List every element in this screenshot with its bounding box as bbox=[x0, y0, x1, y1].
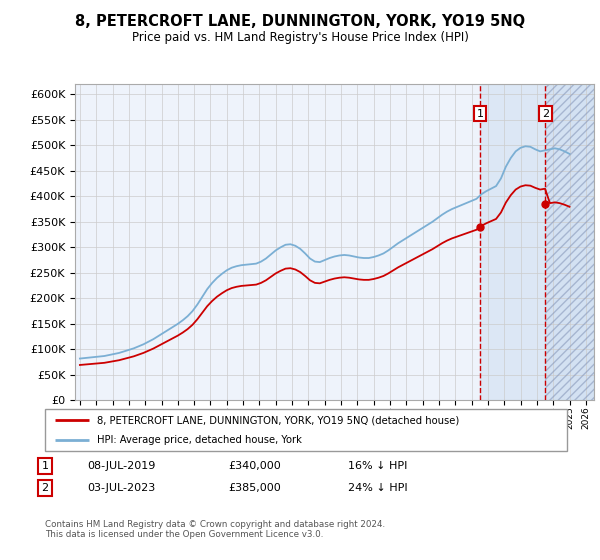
Text: £385,000: £385,000 bbox=[228, 483, 281, 493]
Text: 8, PETERCROFT LANE, DUNNINGTON, YORK, YO19 5NQ (detached house): 8, PETERCROFT LANE, DUNNINGTON, YORK, YO… bbox=[97, 415, 460, 425]
Bar bbox=[545, 84, 594, 400]
Text: 24% ↓ HPI: 24% ↓ HPI bbox=[348, 483, 407, 493]
Text: Price paid vs. HM Land Registry's House Price Index (HPI): Price paid vs. HM Land Registry's House … bbox=[131, 31, 469, 44]
Text: £340,000: £340,000 bbox=[228, 461, 281, 471]
FancyBboxPatch shape bbox=[45, 409, 567, 451]
Text: 2: 2 bbox=[41, 483, 49, 493]
Bar bbox=[480, 84, 594, 400]
Text: 08-JUL-2019: 08-JUL-2019 bbox=[87, 461, 155, 471]
Text: 2: 2 bbox=[542, 109, 549, 119]
Text: Contains HM Land Registry data © Crown copyright and database right 2024.
This d: Contains HM Land Registry data © Crown c… bbox=[45, 520, 385, 539]
Text: HPI: Average price, detached house, York: HPI: Average price, detached house, York bbox=[97, 435, 302, 445]
Text: 03-JUL-2023: 03-JUL-2023 bbox=[87, 483, 155, 493]
Bar bbox=[545, 84, 594, 400]
Text: 1: 1 bbox=[41, 461, 49, 471]
Text: 8, PETERCROFT LANE, DUNNINGTON, YORK, YO19 5NQ: 8, PETERCROFT LANE, DUNNINGTON, YORK, YO… bbox=[75, 14, 525, 29]
Text: 16% ↓ HPI: 16% ↓ HPI bbox=[348, 461, 407, 471]
Text: 1: 1 bbox=[476, 109, 484, 119]
